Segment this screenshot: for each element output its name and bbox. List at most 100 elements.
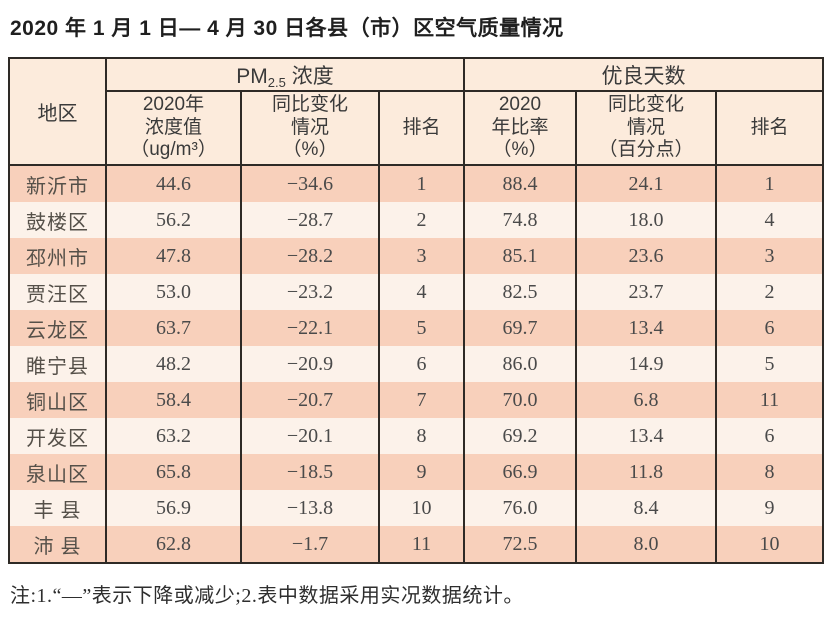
cell-good-change: 13.4 [575,310,717,346]
cell-good-rank: 3 [715,238,824,274]
cell-region: 新沂市 [8,165,107,202]
cell-pm-rank: 10 [378,490,465,526]
cell-pm-value: 56.9 [105,490,242,526]
pm25-label-prefix: PM [236,64,268,88]
column-header-region: 地区 [8,58,107,166]
column-header-good-rank: 排名 [715,91,824,166]
column-group-good-days: 优良天数 [463,58,824,92]
page-title: 2020 年 1 月 1 日— 4 月 30 日各县（市）区空气质量情况 [10,17,564,40]
cell-pm-rank: 1 [378,165,465,202]
cell-region: 睢宁县 [8,346,107,382]
table-body: 新沂市 44.6 −34.6 1 88.4 24.1 1 鼓楼区 56.2 −2… [8,165,824,563]
cell-good-rate: 86.0 [463,346,577,382]
table-row: 睢宁县 48.2 −20.9 6 86.0 14.9 5 [8,346,824,382]
cell-pm-value: 65.8 [105,454,242,490]
cell-pm-change: −20.7 [240,382,380,418]
cell-pm-change: −13.8 [240,490,380,526]
cell-good-rank: 9 [715,490,824,526]
cell-good-rate: 88.4 [463,165,577,202]
cell-pm-change: −20.9 [240,346,380,382]
header-sub-row: 2020年 浓度值 （ug/m³） 同比变化 情况 （%） 排名 2020 年比… [9,91,824,166]
table-row: 开发区 63.2 −20.1 8 69.2 13.4 6 [8,418,824,454]
cell-good-rate: 66.9 [463,454,577,490]
column-header-pm-rank: 排名 [378,91,465,166]
cell-pm-value: 56.2 [105,202,242,238]
cell-good-rank: 6 [715,418,824,454]
cell-good-change: 8.0 [575,526,717,563]
cell-good-change: 6.8 [575,382,717,418]
cell-pm-rank: 6 [378,346,465,382]
cell-good-change: 8.4 [575,490,717,526]
cell-good-change: 13.4 [575,418,717,454]
cell-good-change: 11.8 [575,454,717,490]
column-group-pm25: PM2.5 浓度 [105,58,465,92]
cell-pm-value: 62.8 [105,526,242,563]
table-row: 泉山区 65.8 −18.5 9 66.9 11.8 8 [8,454,824,490]
table-header: 地区 PM2.5 浓度 优良天数 2020年 浓度值 （ug/m³） 同比变化 … [8,58,824,166]
cell-pm-change: −1.7 [240,526,380,563]
cell-pm-change: −22.1 [240,310,380,346]
cell-region: 铜山区 [8,382,107,418]
header-group-row: 地区 PM2.5 浓度 优良天数 [8,58,824,166]
column-header-good-rate: 2020 年比率 （%） [463,91,577,166]
table-row: 沛 县 62.8 −1.7 11 72.5 8.0 10 [8,526,824,563]
cell-good-rate: 85.1 [463,238,577,274]
cell-pm-change: −23.2 [240,274,380,310]
cell-good-rank: 8 [715,454,824,490]
cell-good-rate: 76.0 [463,490,577,526]
pm25-label-subscript: 2.5 [267,74,286,90]
cell-pm-change: −28.2 [240,238,380,274]
cell-pm-rank: 5 [378,310,465,346]
column-header-pm-value: 2020年 浓度值 （ug/m³） [105,91,242,166]
cell-good-rank: 5 [715,346,824,382]
cell-good-rank: 6 [715,310,824,346]
cell-pm-value: 63.2 [105,418,242,454]
table-row: 丰 县 56.9 −13.8 10 76.0 8.4 9 [8,490,824,526]
cell-good-rate: 72.5 [463,526,577,563]
pm25-label-suffix: 浓度 [285,64,334,88]
cell-good-change: 24.1 [575,165,717,202]
column-header-pm-change: 同比变化 情况 （%） [240,91,380,166]
cell-good-change: 18.0 [575,202,717,238]
cell-pm-rank: 9 [378,454,465,490]
cell-pm-change: −28.7 [240,202,380,238]
table-row: 鼓楼区 56.2 −28.7 2 74.8 18.0 4 [8,202,824,238]
cell-pm-rank: 8 [378,418,465,454]
cell-region: 邳州市 [8,238,107,274]
cell-good-change: 23.6 [575,238,717,274]
cell-region: 云龙区 [8,310,107,346]
cell-good-rate: 70.0 [463,382,577,418]
table-row: 新沂市 44.6 −34.6 1 88.4 24.1 1 [8,165,824,202]
cell-good-rank: 10 [715,526,824,563]
table-row: 云龙区 63.7 −22.1 5 69.7 13.4 6 [8,310,824,346]
cell-good-rate: 74.8 [463,202,577,238]
cell-pm-rank: 2 [378,202,465,238]
cell-good-rank: 11 [715,382,824,418]
cell-region: 沛 县 [8,526,107,563]
cell-pm-value: 58.4 [105,382,242,418]
table-row: 邳州市 47.8 −28.2 3 85.1 23.6 3 [8,238,824,274]
cell-good-change: 23.7 [575,274,717,310]
cell-good-rank: 4 [715,202,824,238]
cell-pm-value: 47.8 [105,238,242,274]
table-row: 贾汪区 53.0 −23.2 4 82.5 23.7 2 [8,274,824,310]
cell-pm-value: 44.6 [105,165,242,202]
cell-pm-rank: 4 [378,274,465,310]
cell-pm-value: 53.0 [105,274,242,310]
cell-good-rank: 2 [715,274,824,310]
cell-good-rank: 1 [715,165,824,202]
cell-region: 贾汪区 [8,274,107,310]
cell-good-change: 14.9 [575,346,717,382]
footnote: 注:1.“—”表示下降或减少;2.表中数据采用实况数据统计。 [10,585,524,607]
cell-pm-value: 63.7 [105,310,242,346]
cell-pm-change: −20.1 [240,418,380,454]
cell-pm-change: −18.5 [240,454,380,490]
air-quality-table: 地区 PM2.5 浓度 优良天数 2020年 浓度值 （ug/m³） 同比变化 … [8,57,824,564]
cell-pm-rank: 3 [378,238,465,274]
cell-good-rate: 82.5 [463,274,577,310]
table-row: 铜山区 58.4 −20.7 7 70.0 6.8 11 [8,382,824,418]
cell-region: 泉山区 [8,454,107,490]
cell-good-rate: 69.7 [463,310,577,346]
cell-pm-change: −34.6 [240,165,380,202]
